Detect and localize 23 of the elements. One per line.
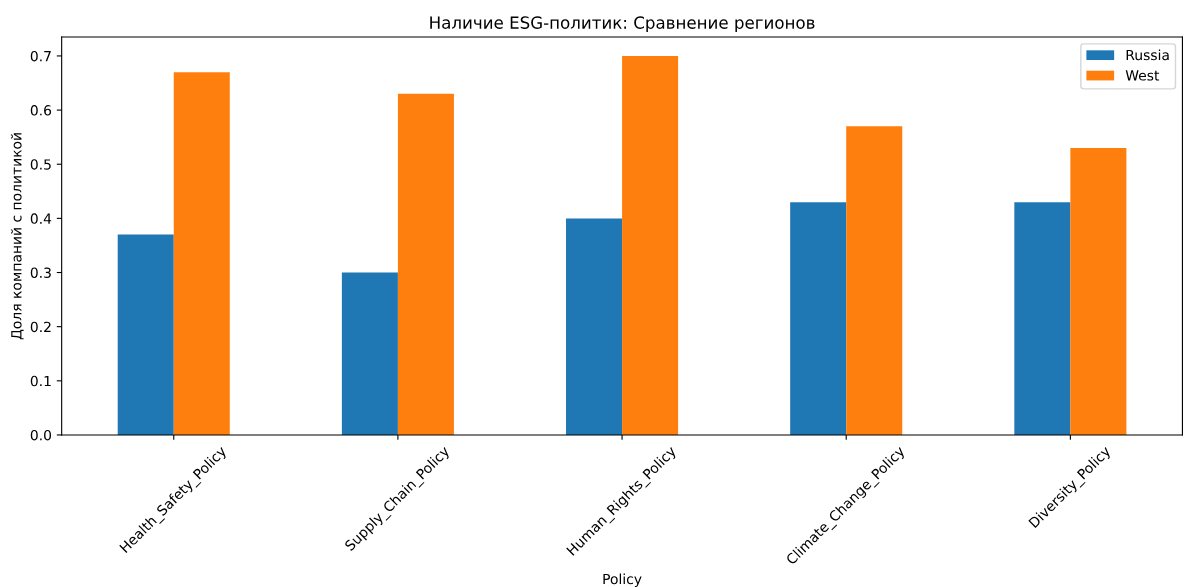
y-axis-title: Доля компаний с политикой xyxy=(10,133,24,340)
bar xyxy=(397,93,454,435)
y-tick-label: 0.7 xyxy=(30,50,51,62)
x-axis-title: Policy xyxy=(603,573,642,587)
bar xyxy=(566,218,623,435)
bar xyxy=(117,234,174,435)
chart-title: Наличие ESG-политик: Сравнение регионов xyxy=(430,16,815,33)
y-tick-label: 0.2 xyxy=(30,321,51,333)
y-tick-label: 0.1 xyxy=(30,375,51,387)
y-tick-label: 0.6 xyxy=(30,105,52,116)
y-tick-label: 0.0 xyxy=(30,429,52,441)
bar xyxy=(173,72,230,435)
bar xyxy=(341,272,398,435)
bar xyxy=(622,55,679,435)
y-tick-label: 0.3 xyxy=(30,267,51,278)
y-tick-label: 0.5 xyxy=(30,159,51,170)
bar xyxy=(1070,147,1127,435)
bar xyxy=(846,126,903,435)
legend-label: West xyxy=(1125,70,1160,81)
y-tick-label: 0.4 xyxy=(30,213,52,224)
bar xyxy=(790,202,847,435)
legend-label: Russia xyxy=(1126,49,1169,61)
bar xyxy=(1014,202,1071,435)
